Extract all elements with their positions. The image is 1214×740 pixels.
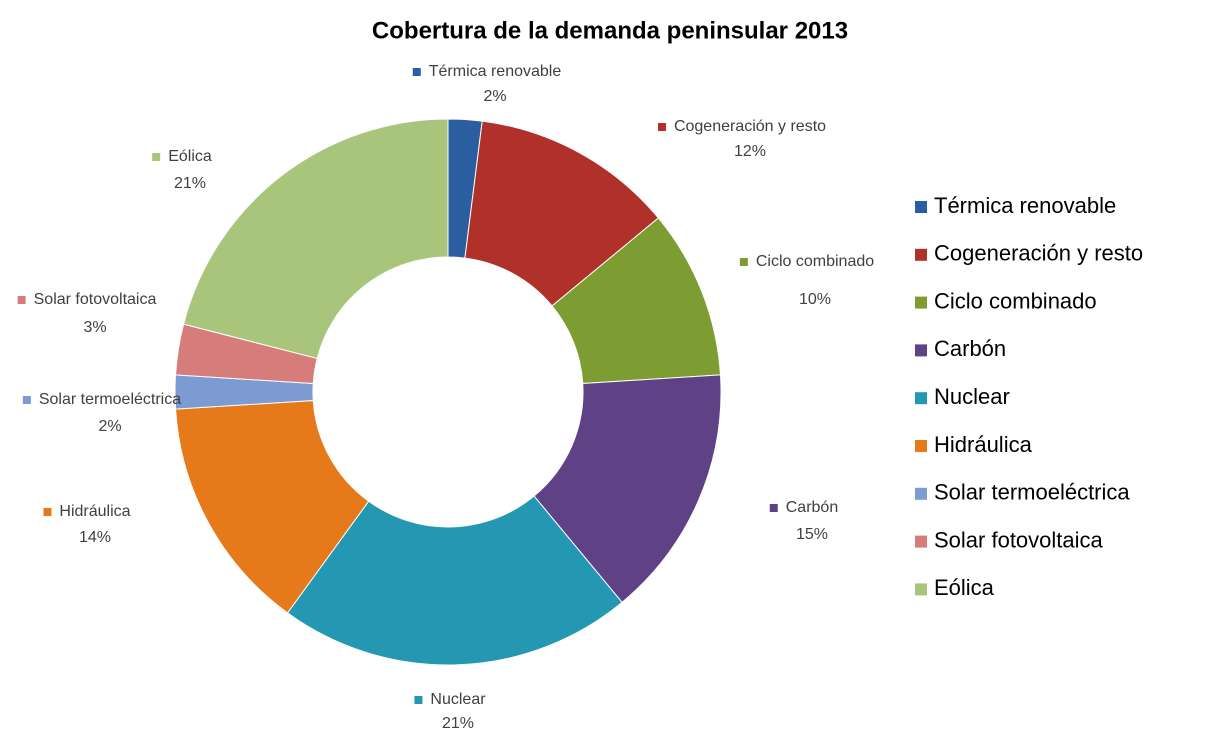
data-label-name: Ciclo combinado xyxy=(756,253,874,270)
legend-swatch xyxy=(915,487,927,500)
donut-slice xyxy=(182,118,449,360)
legend-label: Hidráulica xyxy=(934,432,1033,457)
data-label-name: Eólica xyxy=(168,148,212,165)
data-label-name: Carbón xyxy=(786,499,838,516)
data-label-value: 21% xyxy=(174,175,206,192)
data-label-marker xyxy=(22,396,31,404)
data-label-marker xyxy=(152,153,161,161)
legend-swatch xyxy=(915,535,927,548)
data-label-value: 3% xyxy=(83,319,106,336)
chart-title: Cobertura de la demanda peninsular 2013 xyxy=(372,17,848,44)
legend-swatch xyxy=(915,392,927,405)
legend-label: Térmica renovable xyxy=(934,193,1116,218)
legend-swatch xyxy=(915,440,927,452)
data-label-name: Cogeneración y resto xyxy=(674,118,826,135)
legend-label: Cogeneración y resto xyxy=(934,241,1143,266)
data-label-marker xyxy=(412,68,421,76)
data-label-name: Hidráulica xyxy=(59,503,130,520)
data-label-marker xyxy=(769,504,778,512)
legend-swatch xyxy=(915,248,927,261)
data-label-value: 10% xyxy=(799,291,831,308)
data-label-name: Solar termoeléctrica xyxy=(39,391,181,408)
data-label-name: Nuclear xyxy=(430,691,486,708)
data-label-value: 21% xyxy=(442,715,474,732)
legend-label: Eólica xyxy=(934,575,995,600)
data-label-marker xyxy=(17,296,26,304)
donut-slice xyxy=(286,495,623,666)
legend-swatch xyxy=(915,344,927,357)
legend-swatch xyxy=(915,296,927,309)
legend-label: Carbón xyxy=(934,336,1006,361)
legend-label: Ciclo combinado xyxy=(934,288,1097,313)
data-label-name: Solar fotovoltaica xyxy=(34,291,157,308)
data-label-value: 12% xyxy=(734,143,766,160)
legend-swatch xyxy=(915,201,927,213)
data-label-marker xyxy=(414,696,423,704)
donut-slice xyxy=(533,374,722,604)
legend-label: Solar fotovoltaica xyxy=(934,527,1104,552)
data-label-value: 14% xyxy=(79,529,111,546)
data-label-value: 2% xyxy=(483,88,506,105)
legend-label: Solar termoeléctrica xyxy=(934,480,1130,505)
legend-swatch xyxy=(915,583,927,596)
data-label-name: Térmica renovable xyxy=(429,63,562,80)
data-label-value: 2% xyxy=(98,418,121,435)
data-label-marker xyxy=(43,508,52,516)
data-label-marker xyxy=(657,123,666,131)
legend-label: Nuclear xyxy=(934,384,1010,409)
data-label-value: 15% xyxy=(796,526,828,543)
data-label-marker xyxy=(739,258,748,266)
donut-slice xyxy=(175,399,370,614)
